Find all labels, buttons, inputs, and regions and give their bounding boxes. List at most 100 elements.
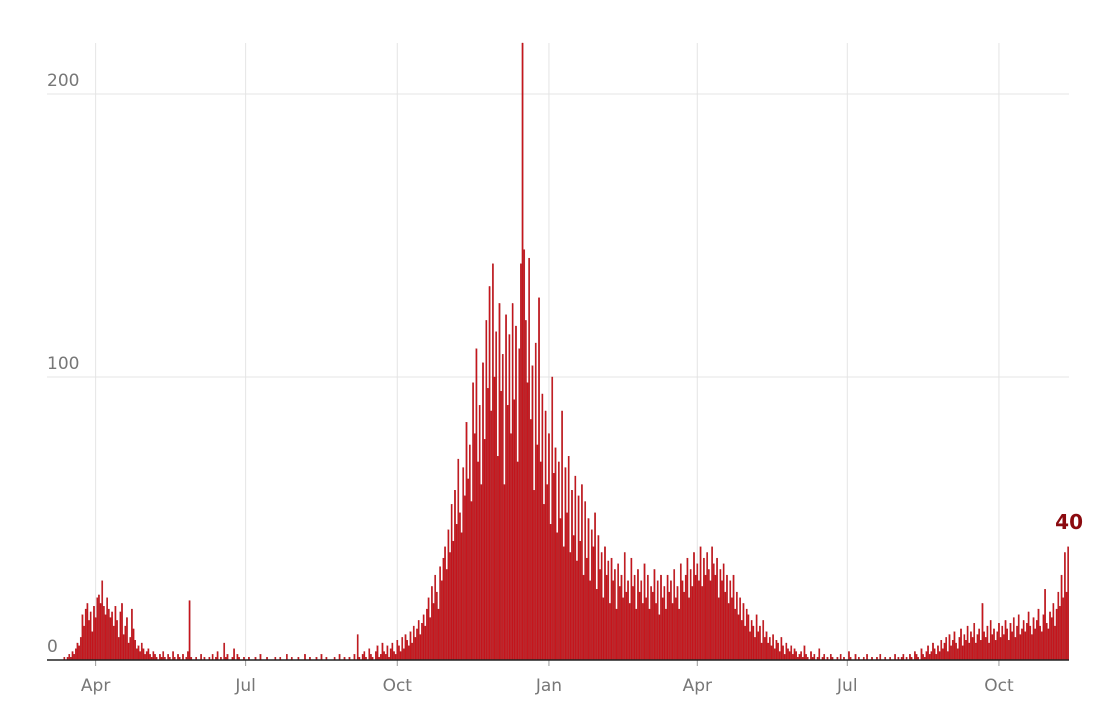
bar (823, 654, 826, 661)
bar (1008, 640, 1010, 661)
bar (724, 591, 727, 661)
bar (416, 628, 418, 661)
bar (475, 348, 478, 661)
value-label: 40 (1055, 510, 1083, 534)
bar (117, 637, 120, 661)
bar (440, 580, 443, 661)
bar (1040, 631, 1043, 661)
bar (116, 620, 118, 661)
bar (497, 456, 499, 661)
bar (594, 512, 596, 661)
bar (637, 569, 639, 661)
bar (1055, 608, 1058, 661)
bar (452, 540, 455, 661)
bar (953, 631, 956, 661)
bar (587, 518, 590, 661)
bar (543, 504, 545, 661)
bar (599, 569, 601, 661)
bar (795, 651, 798, 661)
bar (505, 314, 507, 661)
bar (544, 410, 547, 661)
bar (114, 606, 117, 661)
bar (920, 648, 923, 661)
bar (518, 348, 521, 661)
bar (112, 625, 115, 661)
bar (417, 620, 420, 661)
bar (640, 580, 643, 661)
x-tick-label: Apr (683, 676, 712, 696)
bar (966, 625, 969, 661)
bar (805, 654, 807, 661)
bar (167, 654, 169, 661)
bar (970, 631, 972, 661)
bar (558, 461, 560, 661)
bar (780, 637, 783, 661)
bar (401, 637, 404, 661)
bar (406, 640, 408, 661)
bar (470, 501, 473, 661)
bar (947, 651, 949, 661)
bar (478, 405, 481, 661)
bar (124, 625, 127, 661)
bar (610, 557, 613, 661)
bar (353, 654, 356, 661)
bar (999, 637, 1002, 661)
bar (729, 580, 732, 661)
bar (1044, 589, 1046, 661)
bar (813, 654, 816, 661)
bar (643, 563, 646, 661)
bar (436, 591, 438, 661)
bar (152, 651, 155, 661)
bar (498, 303, 501, 661)
bar (740, 620, 743, 661)
bar (660, 574, 662, 661)
bar (501, 354, 504, 661)
bar (216, 651, 219, 661)
bar (455, 523, 458, 661)
bar (614, 569, 616, 661)
bar (424, 625, 427, 661)
bar (259, 654, 262, 661)
bar (182, 654, 184, 661)
bar (736, 591, 738, 661)
bar (617, 563, 619, 661)
bar (1067, 546, 1069, 661)
bar (635, 608, 638, 661)
bar (787, 648, 789, 661)
bar (909, 654, 911, 661)
bar (533, 490, 535, 661)
bar (1039, 625, 1041, 661)
bar (396, 640, 399, 661)
bar (487, 388, 489, 661)
bar (177, 654, 179, 661)
bar (561, 410, 563, 661)
bar (71, 651, 74, 661)
bar (628, 603, 631, 661)
bar (399, 651, 402, 661)
bar (683, 591, 685, 661)
bar (121, 603, 123, 661)
bar (1034, 628, 1037, 661)
bar (488, 286, 491, 661)
bar (716, 557, 718, 661)
bar (1049, 611, 1051, 661)
bar (708, 569, 710, 661)
bar (955, 642, 957, 661)
bar (1001, 625, 1004, 661)
bar (933, 648, 936, 661)
bar (414, 637, 417, 661)
bar (562, 546, 565, 661)
bar (1011, 631, 1013, 661)
bar (976, 634, 979, 661)
bar (597, 535, 600, 661)
bar (577, 495, 580, 661)
bar (534, 342, 537, 661)
bar (942, 648, 944, 661)
bar (714, 574, 717, 661)
bar (983, 631, 985, 661)
bar (439, 566, 441, 661)
x-tick-label: Oct (383, 676, 413, 696)
bar (783, 654, 786, 661)
bar (1003, 634, 1005, 661)
bar (464, 495, 466, 661)
